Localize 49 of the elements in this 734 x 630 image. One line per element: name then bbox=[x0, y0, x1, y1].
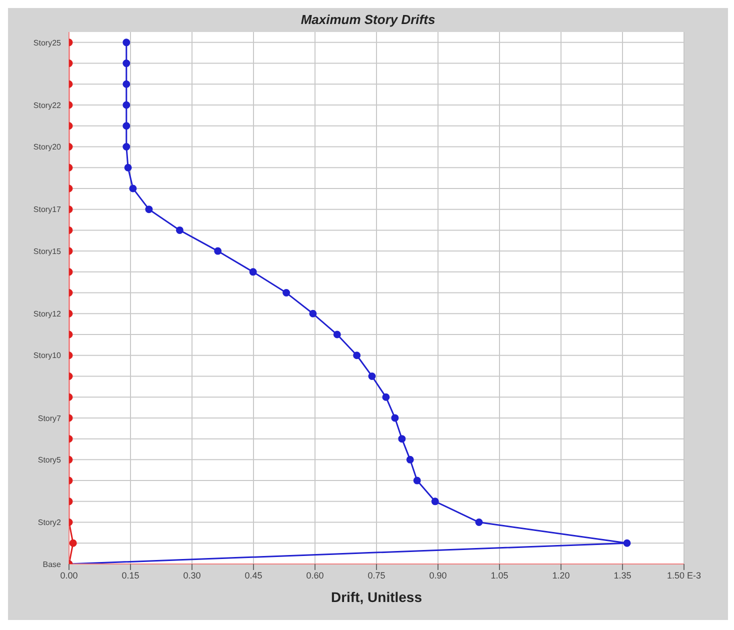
point bbox=[124, 164, 132, 172]
y-tick-label: Story22 bbox=[33, 100, 62, 110]
x-tick-label: 1.35 bbox=[614, 570, 632, 580]
point bbox=[122, 142, 130, 150]
y-tick-label: Story15 bbox=[33, 246, 62, 256]
y-tick-label: Story7 bbox=[38, 414, 62, 423]
point bbox=[122, 122, 130, 130]
x-tick-label: 0.75 bbox=[368, 570, 386, 580]
point bbox=[406, 456, 414, 464]
point bbox=[353, 352, 361, 360]
x-axis-title: Drift, Unitless bbox=[330, 589, 422, 605]
x-tick-label: 0.00 bbox=[60, 570, 78, 580]
x-tick-label: 0.45 bbox=[244, 570, 262, 580]
point bbox=[176, 226, 184, 234]
point bbox=[333, 330, 341, 338]
point bbox=[413, 476, 421, 484]
x-tick-label: 1.50 E-3 bbox=[666, 570, 702, 580]
x-tick-label: 0.90 bbox=[429, 570, 447, 580]
point bbox=[282, 289, 290, 297]
point bbox=[382, 393, 390, 401]
chart-title: Maximum Story Drifts bbox=[300, 12, 436, 27]
x-tick-label: 0.60 bbox=[306, 570, 324, 580]
x-tick-label: 0.15 bbox=[122, 570, 140, 580]
point bbox=[122, 80, 130, 88]
y-tick-label: Story10 bbox=[33, 351, 62, 360]
point bbox=[122, 60, 130, 68]
y-tick-label: Story25 bbox=[33, 38, 62, 48]
y-tick-label: Story5 bbox=[38, 456, 62, 465]
y-tick-label: Story20 bbox=[33, 142, 62, 152]
point bbox=[122, 38, 130, 46]
y-tick-label: Story2 bbox=[38, 518, 62, 528]
point bbox=[368, 372, 376, 380]
y-tick-label: Story17 bbox=[33, 205, 62, 214]
point bbox=[623, 539, 631, 547]
point bbox=[145, 206, 153, 214]
point bbox=[391, 414, 399, 422]
x-tick-label: 0.30 bbox=[183, 570, 201, 580]
point bbox=[398, 435, 406, 443]
point bbox=[129, 184, 137, 192]
point bbox=[431, 498, 439, 506]
point bbox=[214, 247, 222, 255]
point bbox=[122, 101, 130, 109]
x-tick-label: 1.20 bbox=[552, 570, 570, 580]
point bbox=[309, 310, 317, 318]
y-tick-label: Base bbox=[42, 560, 62, 569]
point bbox=[249, 268, 257, 276]
x-tick-label: 1.05 bbox=[490, 570, 508, 580]
y-tick-label: Story12 bbox=[33, 309, 62, 318]
point bbox=[475, 518, 483, 526]
